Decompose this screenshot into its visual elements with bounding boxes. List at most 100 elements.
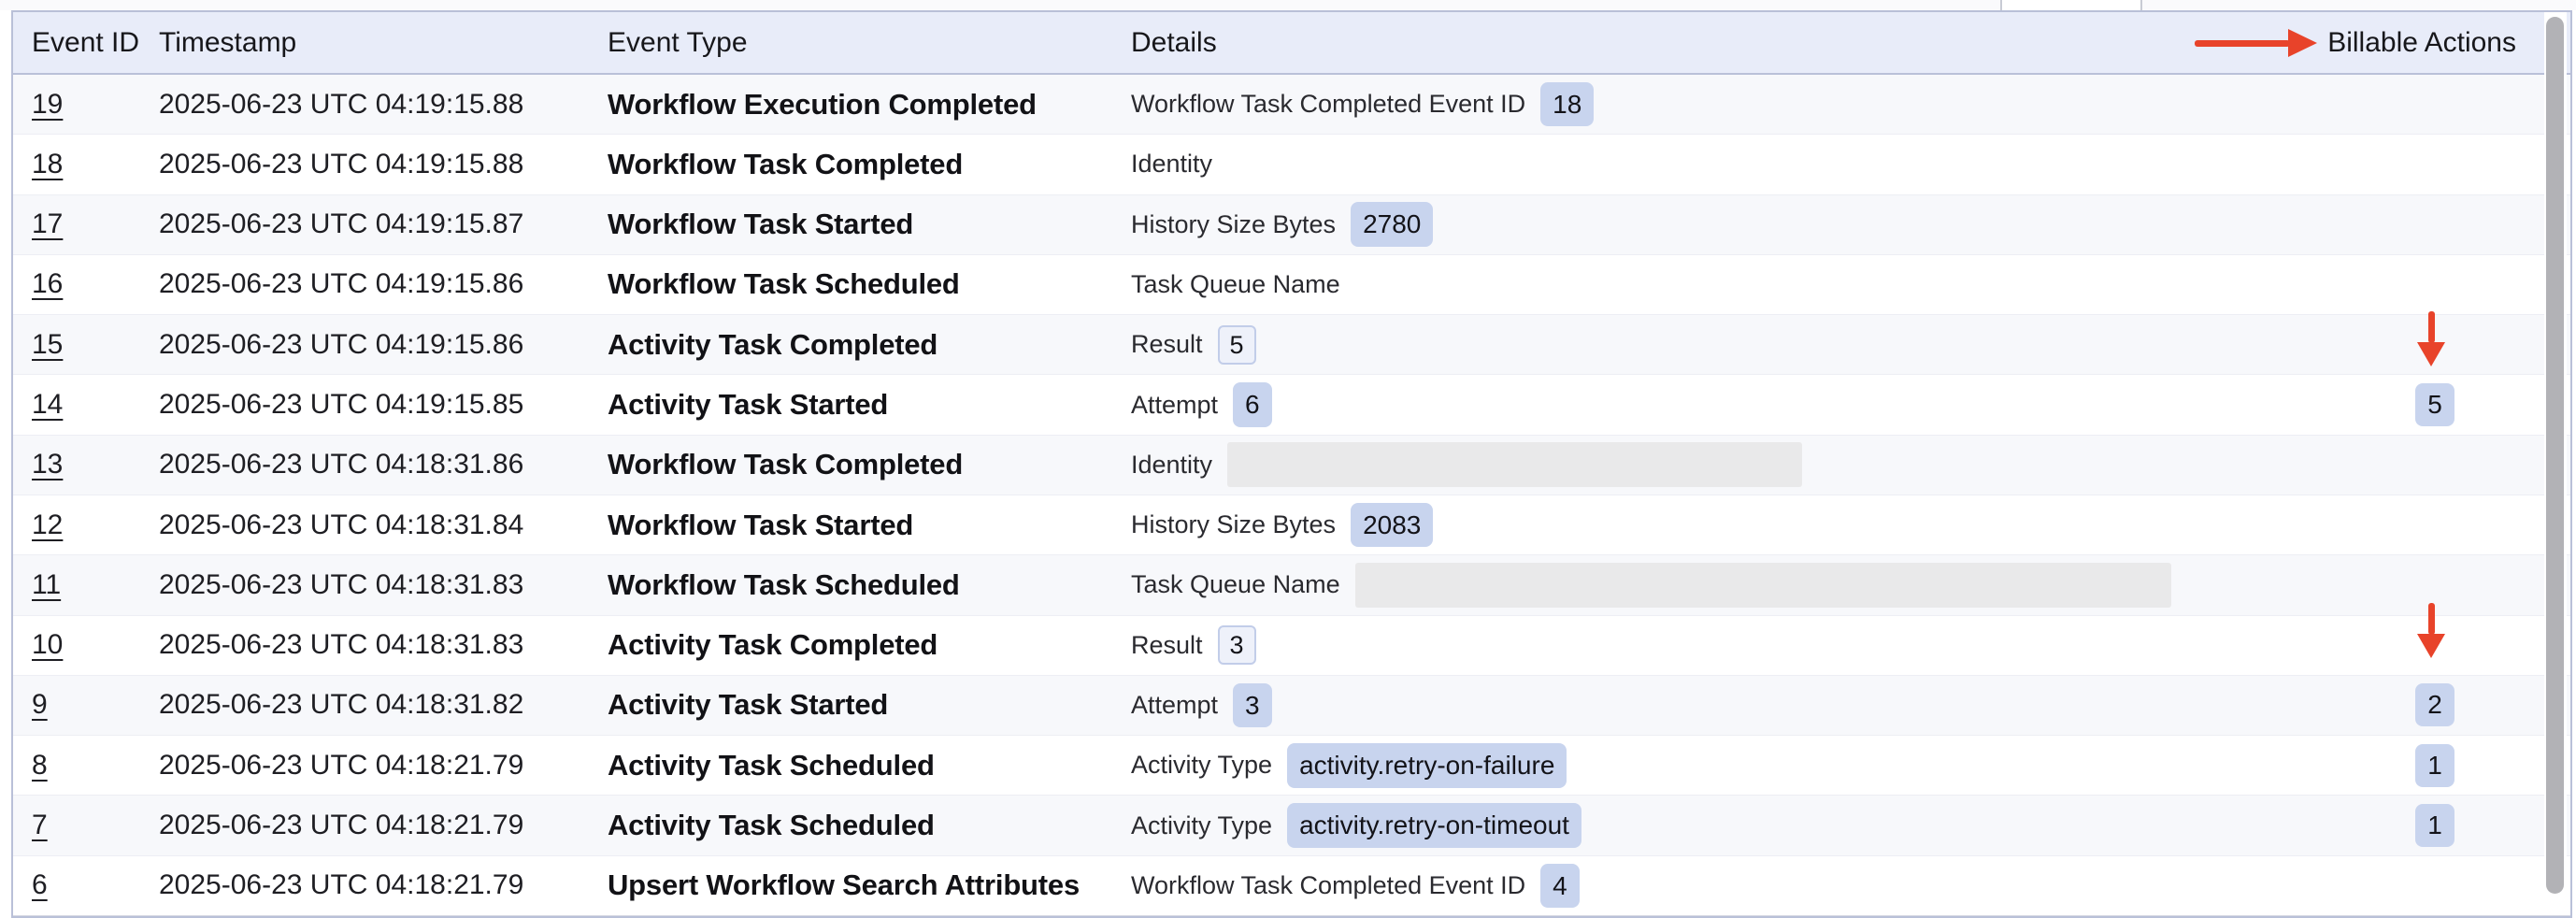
table-row[interactable]: 7 2025-06-23 UTC 04:18:21.79 Activity Task… (13, 796, 2570, 856)
detail-label: Result (1131, 330, 1203, 359)
event-type-text: Workflow Task Started (608, 508, 914, 541)
detail-label: Result (1131, 630, 1203, 659)
timestamp-text: 2025-06-23 UTC 04:18:31.84 (159, 509, 524, 540)
details-cell: Result 5 (1131, 324, 2299, 365)
table-row[interactable]: 15 2025-06-23 UTC 04:19:15.86 Activity Tas… (13, 315, 2570, 376)
detail-label: History Size Bytes (1131, 209, 1337, 238)
billable-count-badge: 1 (2415, 743, 2454, 787)
event-type-text: Activity Task Scheduled (608, 809, 935, 842)
table-row[interactable]: 16 2025-06-23 UTC 04:19:15.86 Workflow Tas… (13, 254, 2570, 316)
detail-label: Activity Type (1131, 751, 1273, 780)
table-row[interactable]: 13 2025-06-23 UTC 04:18:31.86 Workflow Tas… (13, 435, 2570, 495)
event-type-text: Workflow Task Completed (608, 147, 964, 180)
billable-actions-cell: 1 (2299, 804, 2570, 848)
timestamp-text: 2025-06-23 UTC 04:19:15.86 (159, 328, 524, 360)
details-cell: Result 3 (1131, 624, 2299, 666)
details-cell: Attempt 3 (1131, 682, 2299, 728)
details-cell: Workflow Task Completed Event ID 4 (1131, 863, 2299, 909)
details-cell: Task Queue Name (1131, 270, 2299, 299)
detail-label: Identity (1131, 450, 1213, 479)
billable-count-badge: 5 (2415, 383, 2454, 427)
event-history-table: Event ID Timestamp Event Type Details Bi… (11, 10, 2572, 918)
detail-label: Workflow Task Completed Event ID (1131, 90, 1526, 119)
details-cell: History Size Bytes 2780 (1131, 202, 2299, 247)
table-row[interactable]: 12 2025-06-23 UTC 04:18:31.84 Workflow Tas… (13, 495, 2570, 556)
event-id-link[interactable]: 11 (32, 568, 62, 600)
event-type-text: Workflow Task Started (608, 208, 914, 241)
column-header-event-id[interactable]: Event ID (32, 26, 140, 58)
billable-actions-cell: 5 (2299, 383, 2570, 427)
event-id-cell: 7 (13, 810, 159, 841)
column-header-details: Details (1131, 26, 1217, 58)
detail-label: Attempt (1131, 690, 1219, 719)
table-row[interactable]: 18 2025-06-23 UTC 04:19:15.88 Workflow Tas… (13, 135, 2570, 195)
detail-value-badge: 2780 (1351, 202, 1434, 247)
detail-label: Attempt (1131, 390, 1219, 419)
timestamp-text: 2025-06-23 UTC 04:19:15.88 (159, 88, 524, 120)
detail-value-badge: 4 (1540, 863, 1580, 909)
details-cell: Activity Type activity.retry-on-failure (1131, 742, 2299, 788)
event-id-link[interactable]: 14 (32, 389, 64, 421)
table-row[interactable]: 17 2025-06-23 UTC 04:19:15.87 Workflow Tas… (13, 194, 2570, 255)
timestamp-text: 2025-06-23 UTC 04:18:21.79 (159, 749, 524, 781)
event-id-link[interactable]: 12 (32, 509, 64, 540)
details-cell: Identity (1131, 150, 2299, 179)
event-type-text: Activity Task Started (608, 388, 889, 422)
event-id-link[interactable]: 19 (32, 88, 64, 120)
detail-value-badge: 3 (1217, 624, 1256, 666)
timestamp-text: 2025-06-23 UTC 04:18:31.83 (159, 568, 524, 600)
table-row[interactable]: 11 2025-06-23 UTC 04:18:31.83 Workflow Tas… (13, 555, 2570, 616)
event-id-link[interactable]: 15 (32, 328, 64, 360)
event-id-link[interactable]: 16 (32, 268, 64, 300)
event-id-link[interactable]: 17 (32, 208, 64, 240)
event-id-cell: 10 (13, 629, 159, 661)
table-row[interactable]: 14 2025-06-23 UTC 04:19:15.85 Activity Tas… (13, 375, 2570, 436)
timestamp-text: 2025-06-23 UTC 04:18:31.83 (159, 629, 524, 661)
timestamp-text: 2025-06-23 UTC 04:19:15.87 (159, 208, 524, 240)
detail-label: Identity (1131, 150, 1213, 179)
detail-value-badge: 6 (1233, 382, 1272, 427)
event-id-link[interactable]: 13 (32, 449, 64, 481)
event-id-link[interactable]: 8 (32, 749, 48, 781)
event-id-cell: 12 (13, 509, 159, 541)
vertical-scrollbar[interactable] (2544, 12, 2567, 914)
column-header-event-type[interactable]: Event Type (608, 26, 748, 58)
table-row[interactable]: 8 2025-06-23 UTC 04:18:21.79 Activity Task… (13, 736, 2570, 796)
column-header-timestamp[interactable]: Timestamp (159, 26, 297, 58)
details-cell: Activity Type activity.retry-on-timeout (1131, 803, 2299, 848)
scrollbar-thumb[interactable] (2546, 17, 2564, 894)
event-id-cell: 16 (13, 268, 159, 300)
event-id-link[interactable]: 9 (32, 689, 48, 721)
event-id-cell: 14 (13, 389, 159, 421)
billable-actions-cell: 1 (2299, 743, 2570, 787)
event-id-link[interactable]: 18 (32, 148, 64, 179)
timestamp-text: 2025-06-23 UTC 04:19:15.88 (159, 148, 524, 179)
cropped-top-strip-cell (2000, 0, 2142, 10)
event-type-text: Activity Task Completed (608, 327, 938, 361)
table-row[interactable]: 10 2025-06-23 UTC 04:18:31.83 Activity Tas… (13, 615, 2570, 676)
detail-value-badge: 18 (1540, 81, 1595, 127)
event-id-cell: 8 (13, 750, 159, 782)
event-type-text: Upsert Workflow Search Attributes (608, 868, 1080, 902)
table-row[interactable]: 19 2025-06-23 UTC 04:19:15.88 Workflow Exe… (13, 75, 2570, 136)
details-cell: Task Queue Name (1131, 562, 2299, 608)
event-id-cell: 11 (13, 569, 159, 601)
table-row[interactable]: 6 2025-06-23 UTC 04:18:21.79 Upsert Workfl… (13, 855, 2570, 916)
event-id-cell: 13 (13, 449, 159, 481)
event-type-text: Workflow Task Completed (608, 448, 964, 481)
event-id-link[interactable]: 6 (32, 869, 48, 901)
event-id-link[interactable]: 10 (32, 629, 64, 661)
event-type-text: Workflow Task Scheduled (608, 267, 960, 301)
event-id-cell: 18 (13, 149, 159, 180)
event-id-cell: 19 (13, 89, 159, 121)
event-id-cell: 17 (13, 208, 159, 240)
event-id-link[interactable]: 7 (32, 810, 48, 841)
event-type-text: Workflow Task Scheduled (608, 567, 960, 601)
table-body: 19 2025-06-23 UTC 04:19:15.88 Workflow Exe… (13, 75, 2570, 916)
event-type-text: Activity Task Started (608, 688, 889, 722)
event-type-text: Workflow Execution Completed (608, 87, 1037, 121)
billable-count-badge: 2 (2415, 683, 2454, 727)
timestamp-text: 2025-06-23 UTC 04:18:21.79 (159, 810, 524, 841)
detail-label: Task Queue Name (1131, 570, 1340, 599)
table-row[interactable]: 9 2025-06-23 UTC 04:18:31.82 Activity Task… (13, 675, 2570, 737)
